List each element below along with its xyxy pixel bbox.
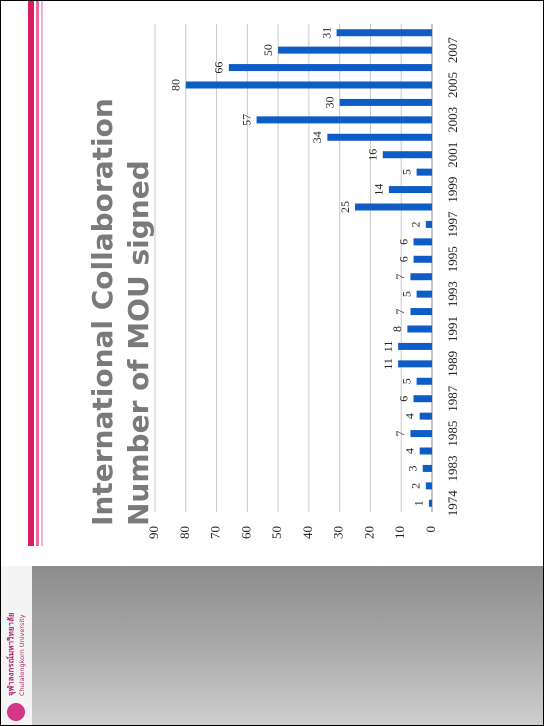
data-label: 6 <box>396 396 410 402</box>
y-tick-label: 50 <box>269 526 284 539</box>
data-label: 7 <box>393 431 407 437</box>
data-label: 1 <box>412 500 426 506</box>
bar <box>185 81 432 89</box>
x-tick-label: 1999 <box>445 177 460 203</box>
bar <box>422 464 432 472</box>
y-tick-label: 70 <box>208 526 223 539</box>
data-label: 11 <box>381 341 395 353</box>
x-tick-label: 2007 <box>445 37 460 64</box>
logo-english: Chulalongkorn University <box>18 614 26 696</box>
bar <box>327 133 433 141</box>
bar <box>428 499 432 507</box>
bar <box>413 255 432 263</box>
x-tick-label: 1987 <box>445 385 460 412</box>
data-label: 5 <box>399 378 413 384</box>
logo-emblem <box>7 703 25 721</box>
bar <box>355 203 432 211</box>
data-label: 8 <box>390 326 404 332</box>
side-photo <box>0 566 544 726</box>
chart-subtitle: Number of MOU signed <box>122 160 155 526</box>
y-tick-label: 80 <box>177 526 192 539</box>
data-label: 2 <box>409 483 423 489</box>
chart-title: International Collaboration <box>86 98 119 526</box>
bar <box>410 430 433 438</box>
bar <box>425 482 433 490</box>
bar <box>228 64 432 72</box>
stripe <box>36 0 39 546</box>
x-tick-label: 1991 <box>445 316 460 342</box>
bar <box>256 116 433 124</box>
data-label: 66 <box>212 62 226 74</box>
y-tick-label: 20 <box>361 526 376 539</box>
bar <box>419 447 433 455</box>
data-label: 30 <box>322 96 336 108</box>
bar <box>382 151 432 159</box>
x-tick-label: 1985 <box>445 421 460 447</box>
data-label: 2 <box>409 221 423 227</box>
data-label: 6 <box>396 256 410 262</box>
data-label: 16 <box>366 149 380 161</box>
data-label: 5 <box>399 169 413 175</box>
y-tick-label: 30 <box>331 526 346 539</box>
bar <box>398 342 432 350</box>
stripe <box>28 0 34 546</box>
x-tick-label: 1995 <box>445 246 460 272</box>
data-label: 6 <box>396 239 410 245</box>
x-tick-label: 1997 <box>445 211 460 238</box>
y-tick-label: 40 <box>300 526 315 539</box>
x-tick-label: 2003 <box>445 107 460 133</box>
data-label: 31 <box>319 27 333 39</box>
bar <box>419 412 433 420</box>
bar <box>388 186 432 194</box>
data-label: 3 <box>406 465 420 471</box>
data-label: 80 <box>169 79 183 91</box>
logo-thai: จุฬาลงกรณ์มหาวิทยาลัย <box>6 612 17 696</box>
bar <box>339 98 432 106</box>
x-tick-label: 1993 <box>445 281 460 307</box>
y-tick-label: 60 <box>238 526 253 539</box>
logo-bar <box>0 566 32 726</box>
data-label: 11 <box>381 358 395 370</box>
bar <box>416 290 433 298</box>
data-label: 14 <box>372 184 386 196</box>
bar <box>425 220 433 228</box>
data-label: 50 <box>261 44 275 56</box>
data-label: 5 <box>399 291 413 297</box>
bar <box>407 325 432 333</box>
x-tick-label: 2001 <box>445 142 460 168</box>
data-label: 34 <box>310 131 324 143</box>
bar <box>410 273 433 281</box>
data-label: 57 <box>239 114 253 126</box>
x-tick-label: 1974 <box>445 490 460 517</box>
bar <box>398 360 432 368</box>
x-tick-label: 1989 <box>445 351 460 377</box>
data-label: 4 <box>402 413 416 419</box>
x-tick-label: 2005 <box>445 72 460 98</box>
y-tick-label: 0 <box>423 526 438 533</box>
bar <box>416 377 433 385</box>
bar <box>416 168 433 176</box>
data-label: 7 <box>393 309 407 315</box>
data-label: 7 <box>393 274 407 280</box>
data-label: 4 <box>402 448 416 454</box>
data-label: 25 <box>338 201 352 213</box>
bar <box>278 46 432 54</box>
bar <box>336 29 433 37</box>
bar <box>410 308 433 316</box>
bar <box>413 238 432 246</box>
bar <box>413 395 432 403</box>
y-tick-label: 10 <box>392 526 407 539</box>
x-tick-label: 1983 <box>445 455 460 481</box>
stripe <box>41 0 43 546</box>
y-tick-label: 90 <box>146 526 161 539</box>
